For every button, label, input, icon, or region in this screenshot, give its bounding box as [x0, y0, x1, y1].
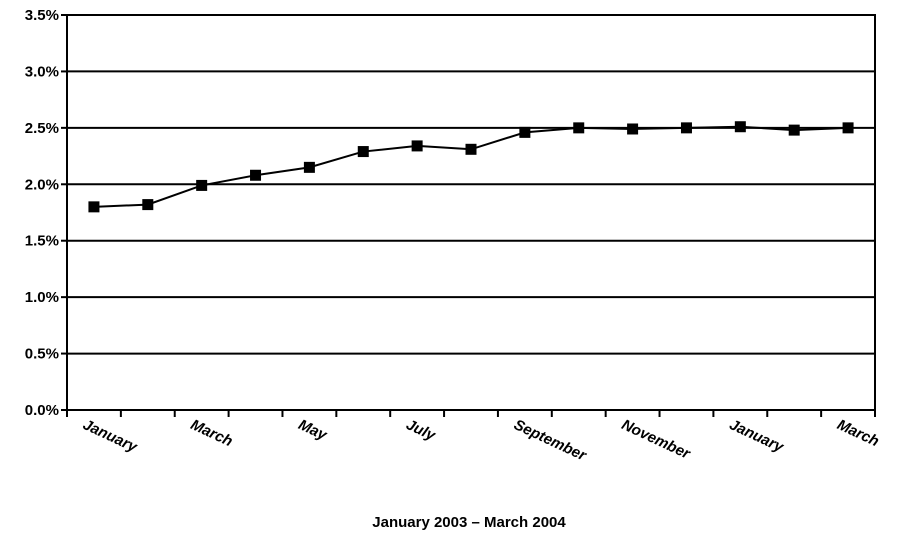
- x-tick-label: September: [511, 416, 590, 465]
- x-axis-ticks: January March May July September November Janu…: [66, 410, 882, 465]
- y-tick-label: 0.5%: [25, 346, 59, 363]
- data-point-marker: [788, 124, 800, 136]
- data-point-marker: [411, 140, 423, 152]
- gridlines: [67, 70, 875, 355]
- data-point-marker: [303, 161, 315, 173]
- x-tick-label: March: [188, 416, 235, 450]
- y-axis-ticks: 0.0% 0.5% 1.0% 1.5% 2.0% 2.5% 3.0% 3.5%: [25, 7, 67, 419]
- y-tick-label: 0.0%: [25, 402, 59, 419]
- y-tick-label: 1.5%: [25, 233, 59, 250]
- x-tick-label: March: [834, 416, 881, 450]
- data-point-marker: [573, 122, 585, 134]
- data-point-marker: [465, 143, 477, 155]
- data-point-marker: [627, 123, 639, 135]
- plot-area-frame: [66, 14, 876, 411]
- y-tick-label: 2.5%: [25, 120, 59, 137]
- x-tick-label: November: [619, 416, 694, 463]
- x-axis-title: January 2003 – March 2004: [372, 514, 566, 531]
- y-tick-label: 1.0%: [25, 289, 59, 306]
- data-point-marker: [88, 201, 100, 213]
- x-tick-label: July: [403, 416, 438, 444]
- y-tick-label: 2.0%: [25, 176, 59, 193]
- x-tick-label: May: [296, 416, 330, 444]
- data-point-marker: [519, 126, 531, 138]
- y-tick-label: 3.5%: [25, 7, 59, 24]
- x-tick-label: January: [727, 416, 787, 456]
- data-point-marker: [842, 122, 854, 134]
- data-point-marker: [142, 199, 154, 211]
- data-point-marker: [196, 179, 208, 191]
- data-point-marker: [734, 121, 746, 133]
- y-tick-label: 3.0%: [25, 63, 59, 80]
- x-tick-label: January: [80, 416, 140, 456]
- data-point-marker: [357, 146, 369, 158]
- data-point-marker: [250, 169, 262, 181]
- series-layer: [88, 121, 854, 213]
- data-point-marker: [680, 122, 692, 134]
- series-line: [93, 125, 849, 208]
